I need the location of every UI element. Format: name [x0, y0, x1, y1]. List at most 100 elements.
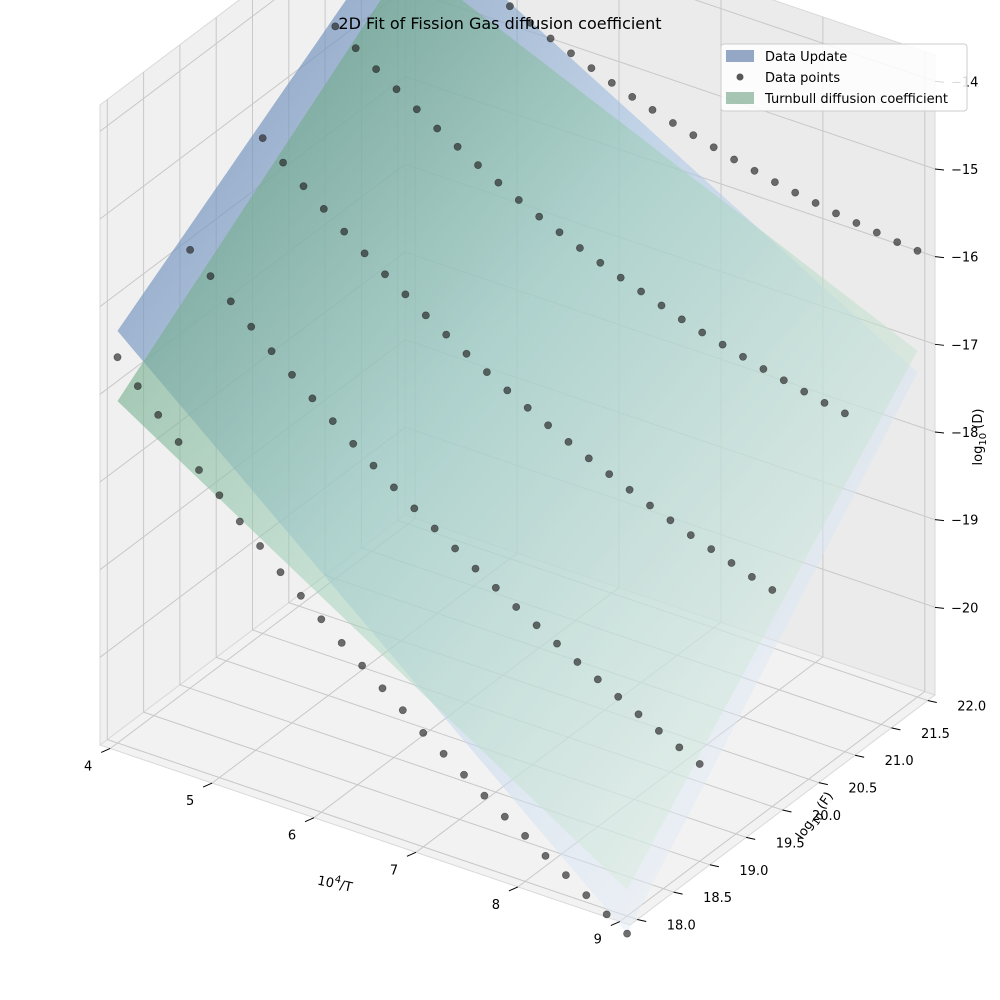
data-point — [605, 470, 614, 478]
data-point — [439, 749, 448, 758]
data-point — [133, 382, 142, 390]
data-point — [800, 387, 809, 396]
data-point — [677, 315, 686, 324]
legend-label-turnbull: Turnbull diffusion coefficient — [764, 92, 948, 107]
x-tick-label: 9 — [594, 933, 602, 948]
data-point — [206, 272, 215, 280]
data-point — [113, 353, 122, 362]
data-point — [675, 743, 684, 752]
data-point — [392, 85, 401, 94]
legend-label-data-points: Data points — [765, 71, 840, 86]
x-tick-label: 6 — [288, 829, 296, 844]
data-point — [460, 770, 468, 779]
data-point — [771, 178, 779, 186]
x-tick-mark — [304, 817, 315, 823]
data-point — [648, 106, 657, 114]
data-point — [340, 227, 349, 236]
data-point — [669, 119, 677, 127]
x-tick-mark — [508, 886, 519, 892]
data-point — [820, 398, 829, 407]
data-point — [727, 559, 736, 567]
data-point — [433, 124, 442, 133]
data-point — [532, 621, 541, 630]
data-point — [707, 545, 716, 553]
data-point — [378, 684, 387, 693]
data-point — [553, 639, 561, 648]
data-point — [503, 386, 512, 395]
z-tick-label: −16 — [951, 251, 978, 266]
z-tick-mark — [934, 256, 945, 259]
data-point — [430, 524, 439, 533]
data-point — [526, 18, 535, 27]
data-point — [779, 376, 788, 385]
data-point — [500, 812, 509, 821]
data-point — [523, 403, 532, 412]
data-point — [195, 466, 203, 474]
data-point — [389, 483, 398, 492]
x-tick-label: 7 — [390, 863, 398, 878]
data-point — [535, 212, 544, 221]
x-tick-mark — [202, 782, 213, 788]
data-point — [564, 437, 573, 446]
data-point — [174, 438, 183, 446]
data-point — [480, 791, 489, 800]
data-point — [235, 517, 244, 526]
data-point — [308, 394, 317, 403]
data-point — [709, 143, 718, 152]
data-point — [718, 340, 727, 349]
data-point — [494, 178, 503, 187]
data-point — [453, 142, 462, 151]
data-point — [593, 675, 602, 684]
data-point — [832, 209, 840, 218]
legend-swatch-turnbull — [726, 92, 754, 104]
data-point — [421, 311, 430, 320]
y-tick-mark — [746, 836, 756, 840]
data-point — [698, 328, 707, 337]
data-point — [872, 228, 881, 237]
data-point — [616, 273, 625, 282]
z-tick-label: −15 — [951, 163, 978, 178]
data-point — [584, 454, 593, 463]
data-point — [317, 615, 326, 624]
chart-title: 2D Fit of Fission Gas diffusion coeffici… — [338, 14, 661, 33]
y-tick-label: 19.0 — [739, 864, 768, 879]
y-tick-label: 20.5 — [848, 782, 877, 797]
data-point — [596, 258, 605, 267]
data-point — [401, 290, 410, 299]
data-point — [226, 297, 235, 306]
data-point — [471, 564, 480, 573]
z-tick-mark — [934, 168, 945, 171]
data-point — [319, 204, 328, 213]
data-point — [337, 639, 346, 647]
x-tick-label: 8 — [492, 898, 500, 913]
z-tick-mark — [934, 431, 945, 434]
data-point — [505, 2, 514, 11]
data-point — [514, 196, 523, 204]
data-point — [360, 249, 369, 258]
data-point — [607, 79, 616, 87]
y-tick-label: 22.0 — [957, 699, 986, 714]
y-gridline — [106, 99, 638, 920]
data-point — [299, 182, 308, 191]
y-tick-mark — [927, 699, 937, 703]
data-point — [442, 330, 451, 339]
surfaces-layer — [117, 0, 918, 934]
data-point — [419, 729, 428, 737]
data-point — [555, 228, 564, 237]
data-point — [587, 64, 596, 72]
y-tick-mark — [673, 891, 683, 895]
y-tick-label: 21.0 — [885, 754, 914, 769]
z-tick-label: −20 — [951, 601, 978, 616]
x-gridline — [619, 51, 926, 922]
data-point — [852, 219, 861, 227]
data-point — [412, 105, 421, 114]
data-point — [576, 244, 584, 252]
scatter-points-layer — [113, 2, 922, 938]
data-point — [655, 727, 663, 735]
data-point — [349, 439, 358, 448]
data-point — [646, 501, 654, 510]
legend-marker-data-points — [736, 73, 744, 81]
y-tick-mark — [709, 864, 719, 868]
